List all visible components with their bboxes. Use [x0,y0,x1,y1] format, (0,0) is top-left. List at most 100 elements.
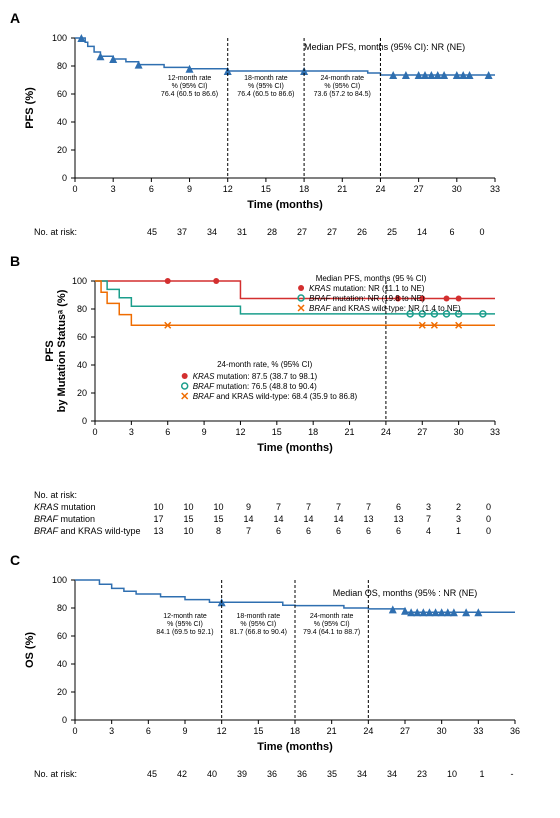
svg-text:Median OS, months (95% : NR (N: Median OS, months (95% : NR (NE) [333,588,478,598]
svg-text:PFSby Mutation Statusᵃ (%): PFSby Mutation Statusᵃ (%) [44,289,68,412]
panel-a-label: A [10,10,550,26]
svg-text:Median PFS, months (95 % CI): Median PFS, months (95 % CI) [316,274,427,283]
panel-a: A 02040608010003691215182124273033PFS (%… [10,10,550,239]
svg-text:KRAS mutation: NR (11.1 to NE): KRAS mutation: NR (11.1 to NE) [309,284,425,293]
svg-text:60: 60 [77,332,87,342]
svg-text:81.7 (66.8 to 90.4): 81.7 (66.8 to 90.4) [230,629,287,636]
svg-text:12: 12 [235,427,245,437]
svg-text:9: 9 [202,427,207,437]
svg-text:% (95% CI): % (95% CI) [324,83,360,90]
svg-text:73.6 (57.2 to 84.5): 73.6 (57.2 to 84.5) [314,91,371,98]
svg-text:24: 24 [375,184,385,194]
svg-text:0: 0 [82,416,87,426]
svg-text:24-month rate: 24-month rate [320,75,364,82]
svg-text:27: 27 [414,184,424,194]
svg-text:100: 100 [52,33,67,43]
svg-text:33: 33 [490,427,500,437]
svg-text:33: 33 [473,726,483,736]
svg-text:Median PFS, months (95% CI): N: Median PFS, months (95% CI): NR (NE) [304,42,465,52]
svg-text:20: 20 [77,388,87,398]
svg-text:BRAF mutation: 76.5 (48.8 to 9: BRAF mutation: 76.5 (48.8 to 90.4) [193,382,317,391]
svg-text:BRAF and KRAS wild-type: 68.4: BRAF and KRAS wild-type: 68.4 (35.9 to 8… [193,392,358,401]
svg-text:9: 9 [182,726,187,736]
svg-text:40: 40 [57,117,67,127]
svg-text:BRAF mutation: NR (19.8 to NE): BRAF mutation: NR (19.8 to NE) [309,294,425,303]
panel-c-chart: 0204060801000369121518212427303336OS (%)… [10,570,550,763]
svg-text:24: 24 [363,726,373,736]
panel-b-svg: 02040608010003691215182124273033PFSby Mu… [10,271,530,481]
svg-text:0: 0 [72,184,77,194]
svg-text:60: 60 [57,89,67,99]
svg-text:36: 36 [510,726,520,736]
svg-text:0: 0 [72,726,77,736]
svg-text:20: 20 [57,145,67,155]
panel-c-label: C [10,552,550,568]
panel-a-svg: 02040608010003691215182124273033PFS (%)T… [10,28,530,218]
svg-text:27: 27 [400,726,410,736]
svg-text:60: 60 [57,631,67,641]
svg-text:24-month rate: 24-month rate [310,613,354,620]
svg-text:% (95% CI): % (95% CI) [240,621,276,628]
svg-text:12-month rate: 12-month rate [168,75,212,82]
panel-b-chart: 02040608010003691215182124273033PFSby Mu… [10,271,550,484]
panel-b-risk-table: No. at risk:KRAS mutation101010977776320… [30,488,505,538]
svg-text:20: 20 [57,687,67,697]
svg-text:Time (months): Time (months) [257,741,333,753]
svg-text:76.4 (60.5 to 86.6): 76.4 (60.5 to 86.6) [237,91,294,98]
svg-text:% (95% CI): % (95% CI) [167,621,203,628]
svg-text:15: 15 [272,427,282,437]
svg-text:18-month rate: 18-month rate [244,75,288,82]
svg-text:79.4 (64.1 to 88.7): 79.4 (64.1 to 88.7) [303,629,360,636]
svg-text:Time (months): Time (months) [257,442,333,454]
svg-text:30: 30 [452,184,462,194]
svg-text:OS (%): OS (%) [24,632,36,668]
svg-text:30: 30 [454,427,464,437]
svg-text:18: 18 [299,184,309,194]
svg-text:0: 0 [62,173,67,183]
svg-text:6: 6 [146,726,151,736]
panel-a-chart: 02040608010003691215182124273033PFS (%)T… [10,28,550,221]
panel-c: C 0204060801000369121518212427303336OS (… [10,552,550,781]
svg-text:80: 80 [77,304,87,314]
svg-text:3: 3 [109,726,114,736]
svg-text:21: 21 [345,427,355,437]
svg-text:PFS (%): PFS (%) [24,87,36,129]
svg-text:30: 30 [437,726,447,736]
svg-text:3: 3 [129,427,134,437]
svg-text:6: 6 [149,184,154,194]
svg-text:18: 18 [308,427,318,437]
svg-text:% (95% CI): % (95% CI) [248,83,284,90]
svg-text:0: 0 [62,715,67,725]
panel-b: B 02040608010003691215182124273033PFSby … [10,253,550,538]
svg-text:80: 80 [57,61,67,71]
svg-text:12: 12 [217,726,227,736]
svg-text:24-month rate, % (95% CI): 24-month rate, % (95% CI) [217,360,312,369]
svg-text:100: 100 [72,276,87,286]
svg-text:KRAS mutation: 87.5 (38.7 to 9: KRAS mutation: 87.5 (38.7 to 98.1) [193,372,318,381]
panel-b-label: B [10,253,550,269]
svg-text:12: 12 [223,184,233,194]
svg-text:100: 100 [52,575,67,585]
svg-text:3: 3 [111,184,116,194]
panel-c-risk-table: No. at risk:45424039363635343423101- [30,767,528,781]
svg-text:21: 21 [337,184,347,194]
panel-c-svg: 0204060801000369121518212427303336OS (%)… [10,570,530,760]
svg-text:6: 6 [165,427,170,437]
svg-text:15: 15 [261,184,271,194]
svg-text:80: 80 [57,603,67,613]
svg-text:% (95% CI): % (95% CI) [172,83,208,90]
svg-text:18-month rate: 18-month rate [237,613,281,620]
svg-text:12-month rate: 12-month rate [163,613,207,620]
svg-text:33: 33 [490,184,500,194]
svg-text:27: 27 [417,427,427,437]
panel-a-risk-table: No. at risk:4537343128272726251460 [30,225,498,239]
svg-text:76.4 (60.5 to 86.6): 76.4 (60.5 to 86.6) [161,91,218,98]
svg-text:BRAF and KRAS wild-type: NR (1: BRAF and KRAS wild-type: NR (1.4 to NE) [309,304,461,313]
svg-text:Time (months): Time (months) [247,199,323,211]
svg-text:84.1 (69.5 to 92.1): 84.1 (69.5 to 92.1) [156,629,213,636]
svg-text:15: 15 [253,726,263,736]
svg-text:0: 0 [92,427,97,437]
svg-text:18: 18 [290,726,300,736]
svg-text:24: 24 [381,427,391,437]
svg-text:40: 40 [57,659,67,669]
